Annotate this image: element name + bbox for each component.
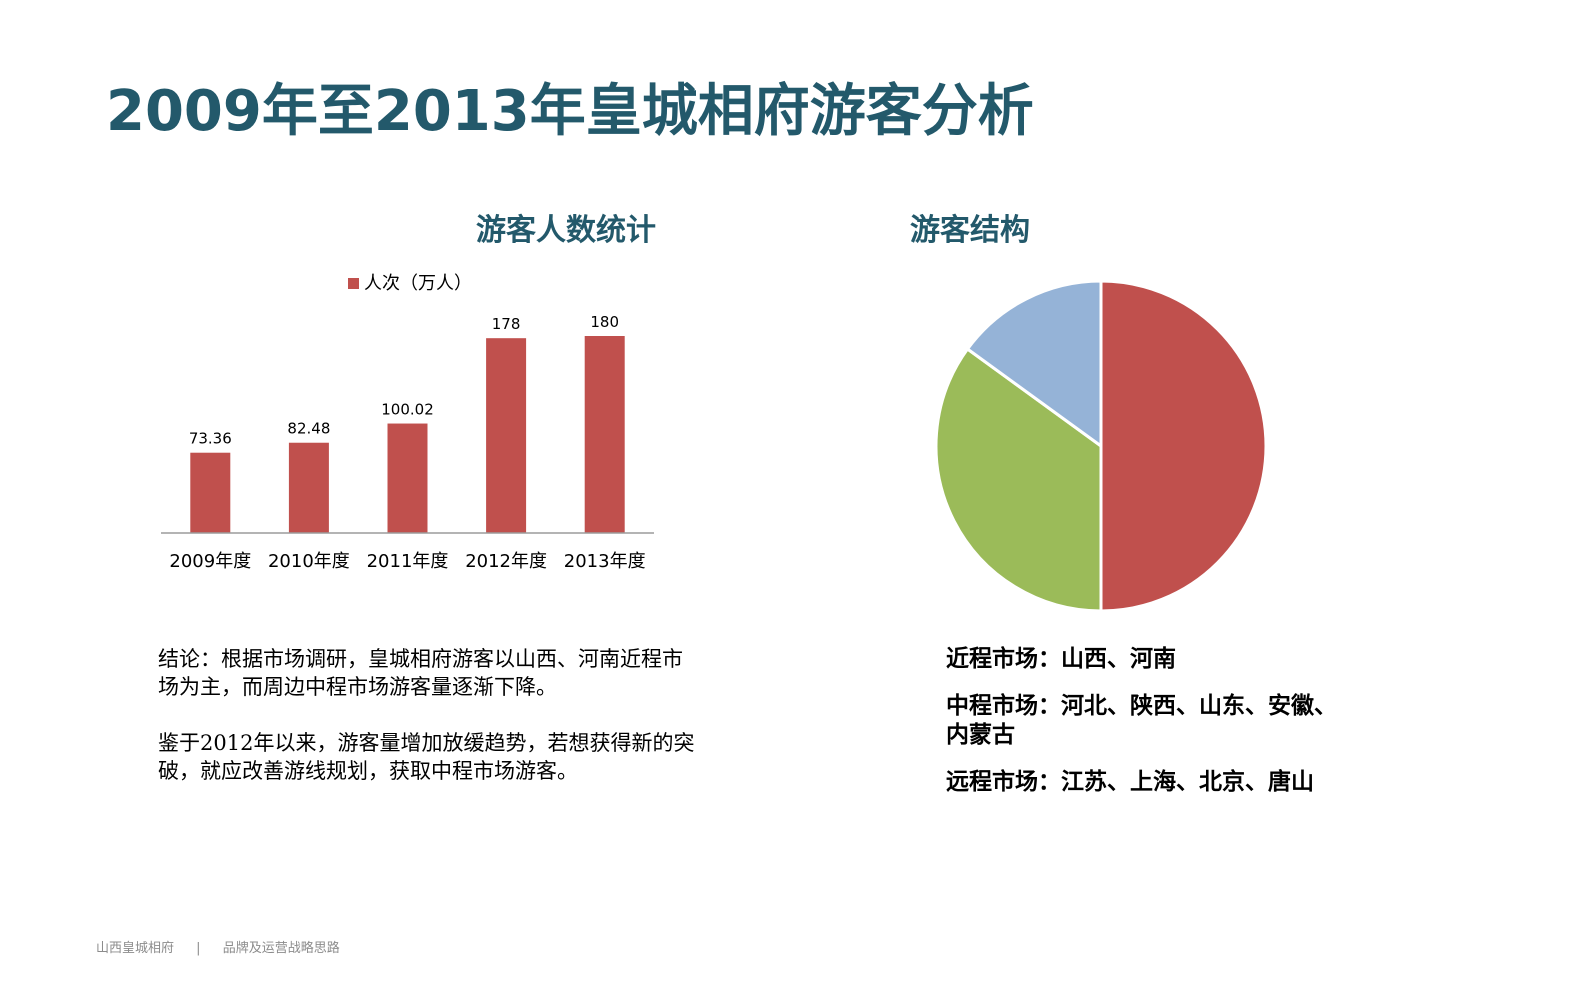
pie-chart-title: 游客结构 xyxy=(910,213,1030,248)
market-list: 近程市场：山西、河南 中程市场：河北、陕西、山东、安徽、内蒙古 远程市场：江苏、… xyxy=(946,645,1346,815)
legend-label: 人次（万人） xyxy=(364,273,472,294)
near-market: 近程市场：山西、河南 xyxy=(946,646,1176,672)
bar-chart: 人次（万人） 73.36 2009年度 82.48 2010年度 100.02 2011年度… xyxy=(161,273,654,572)
footer-right: 品牌及运营战略思路 xyxy=(222,941,340,956)
pie-slice xyxy=(1099,279,1268,613)
footer-left: 山西皇城相府 xyxy=(96,941,175,956)
x-tick-label: 2009年度 xyxy=(169,551,251,572)
bar xyxy=(288,442,329,533)
pie-slice xyxy=(934,347,1103,613)
data-label: 178 xyxy=(492,315,521,333)
data-label: 100.02 xyxy=(381,401,434,419)
conclusion-paragraph: 鉴于2012年以来，游客量增加放缓趋势，若想获得新的突破，就应改善游线规划，获取… xyxy=(158,731,695,783)
data-label: 82.48 xyxy=(287,420,330,438)
bar xyxy=(190,452,231,533)
footer-divider: | xyxy=(196,941,201,956)
x-tick-label: 2013年度 xyxy=(564,551,646,572)
far-market: 远程市场：江苏、上海、北京、唐山 xyxy=(946,769,1314,795)
data-label: 180 xyxy=(590,313,619,331)
data-label: 73.36 xyxy=(189,430,232,448)
legend-swatch xyxy=(348,278,359,289)
conclusion-text: 结论：根据市场调研，皇城相府游客以山西、河南近程市场为主，而周边中程市场游客量逐… xyxy=(158,645,698,813)
pie-chart xyxy=(934,279,1268,613)
x-tick-label: 2010年度 xyxy=(268,551,350,572)
page-title: 2009年至2013年皇城相府游客分析 xyxy=(106,79,1034,144)
footer: 山西皇城相府 | 品牌及运营战略思路 xyxy=(96,937,340,956)
pie-slice xyxy=(966,279,1103,448)
bar-chart-title: 游客人数统计 xyxy=(476,213,656,248)
bar xyxy=(387,423,428,533)
bar xyxy=(584,336,625,533)
chart-legend: 人次（万人） xyxy=(348,273,472,294)
mid-market: 中程市场：河北、陕西、山东、安徽、内蒙古 xyxy=(946,693,1337,748)
bar xyxy=(486,338,527,533)
x-tick-label: 2012年度 xyxy=(465,551,547,572)
x-tick-label: 2011年度 xyxy=(367,551,449,572)
conclusion-paragraph: 结论：根据市场调研，皇城相府游客以山西、河南近程市场为主，而周边中程市场游客量逐… xyxy=(158,647,683,699)
